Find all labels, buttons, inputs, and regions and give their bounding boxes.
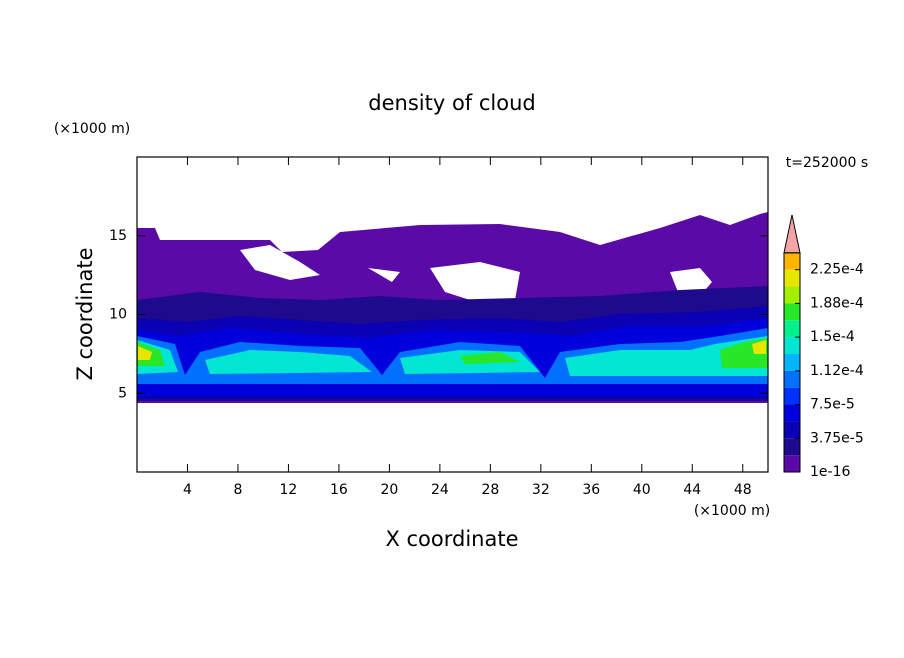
y-unit: (×1000 m) bbox=[54, 121, 130, 137]
colorbar-tick-label: 2.25e-4 bbox=[810, 262, 864, 278]
y-axis-label: Z coordinate bbox=[73, 247, 97, 380]
colorbar-segment bbox=[784, 269, 800, 287]
x-tick-label: 16 bbox=[330, 482, 348, 498]
colorbar-segment bbox=[784, 252, 800, 270]
contour-field bbox=[137, 212, 768, 403]
x-tick-label: 24 bbox=[431, 482, 449, 498]
x-unit: (×1000 m) bbox=[694, 503, 770, 519]
colorbar-segment bbox=[784, 455, 800, 472]
x-tick-label: 44 bbox=[683, 482, 701, 498]
colorbar-segment bbox=[784, 404, 800, 422]
y-tick-label: 5 bbox=[118, 385, 127, 401]
colorbar-segment bbox=[784, 337, 800, 354]
x-tick-label: 48 bbox=[734, 482, 752, 498]
x-tick-label: 12 bbox=[280, 482, 298, 498]
colorbar-segment bbox=[784, 421, 800, 439]
x-tick-label: 40 bbox=[633, 482, 651, 498]
y-tick-label: 15 bbox=[109, 228, 127, 244]
contour-region bbox=[137, 336, 768, 376]
colorbar-segment bbox=[784, 370, 800, 388]
colorbar-segment bbox=[784, 303, 800, 321]
x-tick-label: 32 bbox=[532, 482, 550, 498]
colorbar-tick-label: 1e-16 bbox=[810, 464, 850, 480]
colorbar-tick-label: 1.5e-4 bbox=[810, 329, 855, 345]
colorbar-segment bbox=[784, 387, 800, 405]
x-tick-label: 20 bbox=[380, 482, 398, 498]
chart-title: density of cloud bbox=[368, 91, 535, 115]
x-tick-label: 28 bbox=[481, 482, 499, 498]
colorbar-tick-label: 1.12e-4 bbox=[810, 363, 864, 379]
colorbar-segment bbox=[784, 353, 800, 371]
colorbar-tick-label: 3.75e-5 bbox=[810, 430, 864, 446]
x-axis-label: X coordinate bbox=[385, 527, 518, 551]
colorbar-segment bbox=[784, 438, 800, 456]
colorbar-frame bbox=[783, 252, 801, 473]
gap-region bbox=[240, 245, 712, 308]
colorbar-segment bbox=[784, 320, 800, 338]
x-tick-label: 8 bbox=[233, 482, 242, 498]
time-label: t=252000 s bbox=[786, 155, 868, 171]
x-tick-label: 36 bbox=[582, 482, 600, 498]
y-tick-label: 10 bbox=[109, 307, 127, 323]
colorbar-tick-label: 7.5e-5 bbox=[810, 397, 855, 413]
colorbar-tick-label: 1.88e-4 bbox=[810, 295, 864, 311]
x-tick-label: 4 bbox=[183, 482, 192, 498]
colorbar-segment bbox=[784, 286, 800, 304]
